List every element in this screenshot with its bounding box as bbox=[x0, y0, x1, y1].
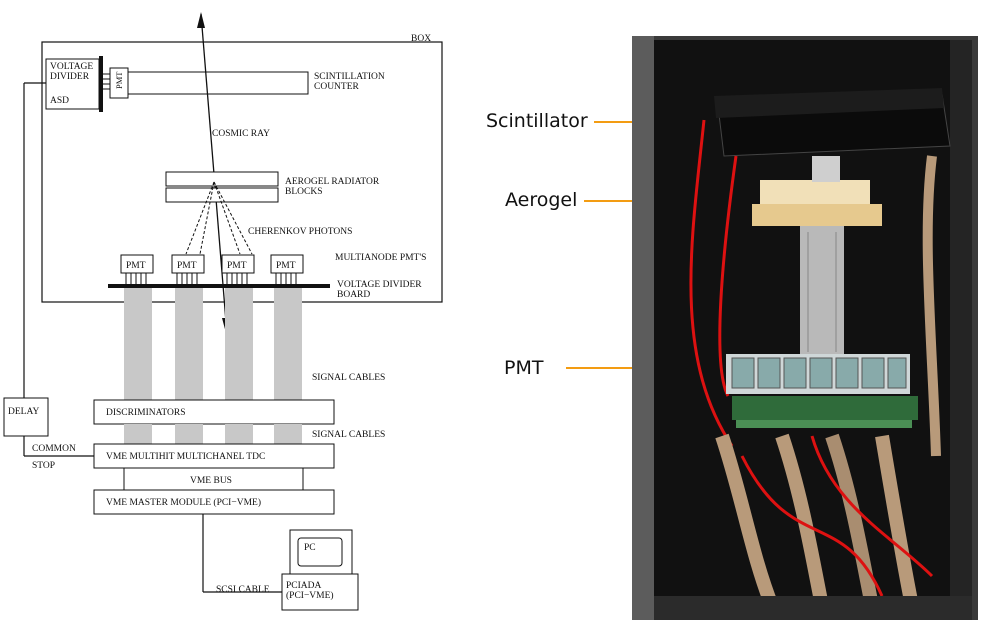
cosmic-ray-label: COSMIC RAY bbox=[212, 129, 270, 139]
aerogel-label-photo: Aerogel bbox=[505, 189, 578, 211]
scintillator-label: Scintillator bbox=[486, 110, 588, 132]
pc-label: PC bbox=[304, 543, 316, 553]
delay-label: DELAY bbox=[8, 407, 39, 417]
discriminators-label: DISCRIMINATORS bbox=[106, 408, 186, 418]
detector-cabinet-photo bbox=[632, 36, 978, 620]
signal-cables-label-2: SIGNAL CABLES bbox=[312, 430, 385, 440]
box-label: BOX bbox=[411, 34, 431, 44]
voltage-divider-board bbox=[108, 284, 330, 288]
signal-cables-lower bbox=[124, 424, 302, 444]
signal-cables-label-1: SIGNAL CABLES bbox=[312, 373, 385, 383]
cosmic-ray-arrowhead-top bbox=[197, 12, 205, 28]
vme-tdc-label: VME MULTIHIT MULTICHANEL TDC bbox=[106, 452, 265, 462]
delay-box bbox=[3, 397, 49, 437]
pmt-2: PMT bbox=[171, 254, 205, 284]
aerogel-block-top bbox=[165, 171, 279, 187]
discriminators-box bbox=[93, 399, 335, 425]
svg-text:PMT: PMT bbox=[227, 261, 247, 271]
pmt-1: PMT bbox=[120, 254, 154, 284]
vme-bus-label: VME BUS bbox=[190, 476, 232, 486]
svg-text:PMT: PMT bbox=[276, 261, 296, 271]
aerogel-block-bottom bbox=[165, 187, 279, 203]
connector-bar bbox=[99, 56, 103, 112]
signal-cables-upper bbox=[124, 288, 302, 400]
scintillation-counter bbox=[127, 71, 309, 95]
pmt-3: PMT bbox=[221, 254, 255, 284]
scsi-cable-label: SCSI CABLE bbox=[216, 585, 270, 595]
svg-text:PMT: PMT bbox=[177, 261, 197, 271]
asd-label: ASD bbox=[50, 96, 69, 106]
vme-tdc-box bbox=[93, 443, 335, 469]
aerogel-label: AEROGEL RADIATOR BLOCKS bbox=[285, 177, 380, 197]
pmt-4: PMT bbox=[270, 254, 304, 284]
cherenkov-label: CHERENKOV PHOTONS bbox=[248, 227, 352, 237]
pciada-box bbox=[281, 573, 359, 611]
multianode-label: MULTIANODE PMT'S bbox=[335, 253, 426, 263]
detector-schematic: BOX VOLTAGE DIVIDER ASD PMT SCINTILLATION… bbox=[3, 12, 443, 611]
common-stop-label: COMMON STOP bbox=[32, 444, 76, 471]
voltage-divider-label: VOLTAGE DIVIDER bbox=[50, 62, 93, 82]
vme-master-label: VME MASTER MODULE (PCI−VME) bbox=[106, 497, 261, 508]
scintillation-label: SCINTILLATION COUNTER bbox=[314, 72, 385, 92]
pmt-label-photo: PMT bbox=[504, 357, 544, 379]
svg-text:PMT: PMT bbox=[126, 261, 146, 271]
vme-master-box bbox=[93, 489, 335, 515]
pciada-label: PCIADA (PCI−VME) bbox=[286, 581, 334, 601]
voltage-divider-board-label: VOLTAGE DIVIDER BOARD bbox=[337, 280, 422, 300]
side-pmt-label: PMT bbox=[114, 71, 124, 89]
